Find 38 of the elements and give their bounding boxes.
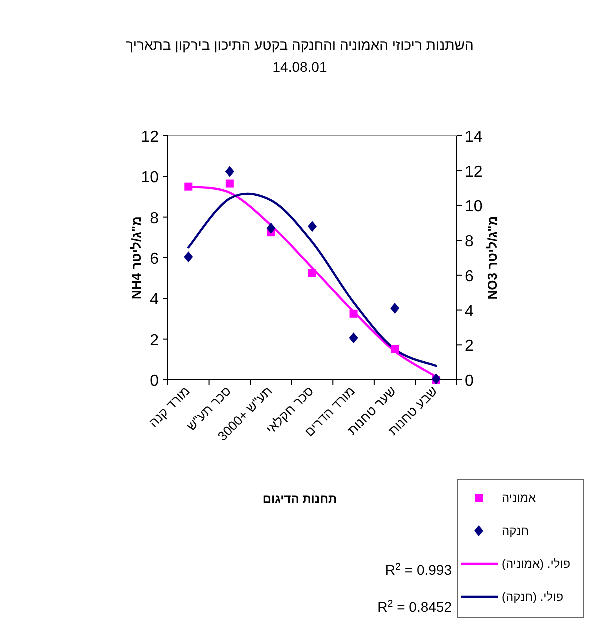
- point: [349, 332, 358, 344]
- y-tick-label: 0: [150, 373, 160, 390]
- point: [184, 252, 194, 263]
- legend-label: פולי. (אמוניה): [502, 557, 571, 571]
- y2-tick-label: 6: [465, 268, 474, 286]
- y2-tick-label: 12: [465, 164, 483, 181]
- y2-tick-label: 2: [465, 338, 474, 356]
- legend-label: פולי. (חנקה): [502, 590, 564, 604]
- legend-label: חנקה: [502, 524, 530, 538]
- point: [391, 346, 400, 354]
- point: [308, 269, 316, 278]
- point: [432, 374, 441, 385]
- point: [390, 303, 400, 314]
- point: [225, 166, 234, 178]
- y-tick-label: 8: [150, 210, 160, 228]
- y2-tick-label: 4: [465, 303, 474, 320]
- text: R$^{2}$ = 0.8452: [378, 598, 452, 615]
- y2-axis-title: מ"ג/ליטר NO3: [485, 216, 500, 300]
- y-tick-label: 2: [150, 332, 160, 350]
- y-tick-label: 6: [150, 251, 160, 268]
- x-axis-title: תחנות הדיגום: [262, 492, 338, 506]
- point: [226, 180, 234, 188]
- point: [266, 222, 276, 234]
- y-tick-label: 10: [141, 170, 160, 187]
- point: [184, 182, 193, 191]
- point: [350, 310, 358, 318]
- chart-subtitle: 14.08.01: [272, 59, 328, 75]
- y-tick-label: 12: [141, 129, 160, 146]
- y2-tick-label: 10: [465, 198, 483, 216]
- chart-title: השתנות ריכוזי האמוניה והחנקה בקטע התיכון בירקון בתאריך: [126, 37, 474, 53]
- y-tick-label: 4: [150, 292, 160, 309]
- y-axis-title: מ"ג/ליטר NH4: [129, 216, 144, 300]
- y2-tick-label: 0: [465, 373, 474, 390]
- y2-tick-label: 14: [465, 129, 483, 146]
- legend-label: אמוניה: [502, 491, 537, 505]
- text: R$^{2}$ = 0.993: [385, 562, 452, 578]
- point: [308, 221, 317, 232]
- y2-tick-label: 8: [465, 234, 474, 251]
